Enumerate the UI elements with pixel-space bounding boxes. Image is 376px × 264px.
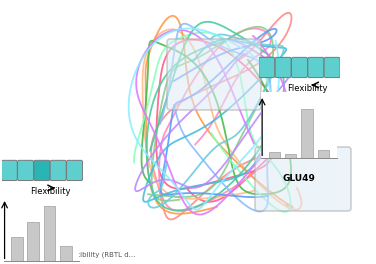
FancyBboxPatch shape bbox=[255, 147, 351, 211]
Text: Flexibility: Flexibility bbox=[30, 187, 70, 196]
Bar bbox=[269, 152, 280, 158]
FancyBboxPatch shape bbox=[324, 57, 340, 78]
FancyBboxPatch shape bbox=[167, 39, 261, 110]
FancyBboxPatch shape bbox=[18, 160, 33, 181]
Text: GLU49: GLU49 bbox=[282, 174, 315, 183]
FancyBboxPatch shape bbox=[1, 160, 17, 181]
FancyBboxPatch shape bbox=[259, 57, 275, 78]
Bar bbox=[27, 222, 39, 261]
FancyBboxPatch shape bbox=[67, 160, 83, 181]
Text: Figure 1: Residue flexibility (RBTL d...: Figure 1: Residue flexibility (RBTL d... bbox=[5, 252, 135, 258]
Bar bbox=[302, 109, 313, 158]
Bar bbox=[60, 246, 71, 261]
FancyBboxPatch shape bbox=[34, 160, 50, 181]
FancyBboxPatch shape bbox=[308, 57, 324, 78]
FancyBboxPatch shape bbox=[50, 160, 66, 181]
Bar bbox=[44, 206, 55, 261]
Text: Flexibility: Flexibility bbox=[287, 84, 328, 93]
FancyBboxPatch shape bbox=[275, 57, 291, 78]
FancyBboxPatch shape bbox=[291, 57, 308, 78]
Bar bbox=[11, 237, 23, 261]
Bar bbox=[318, 150, 329, 158]
Bar bbox=[285, 154, 296, 158]
